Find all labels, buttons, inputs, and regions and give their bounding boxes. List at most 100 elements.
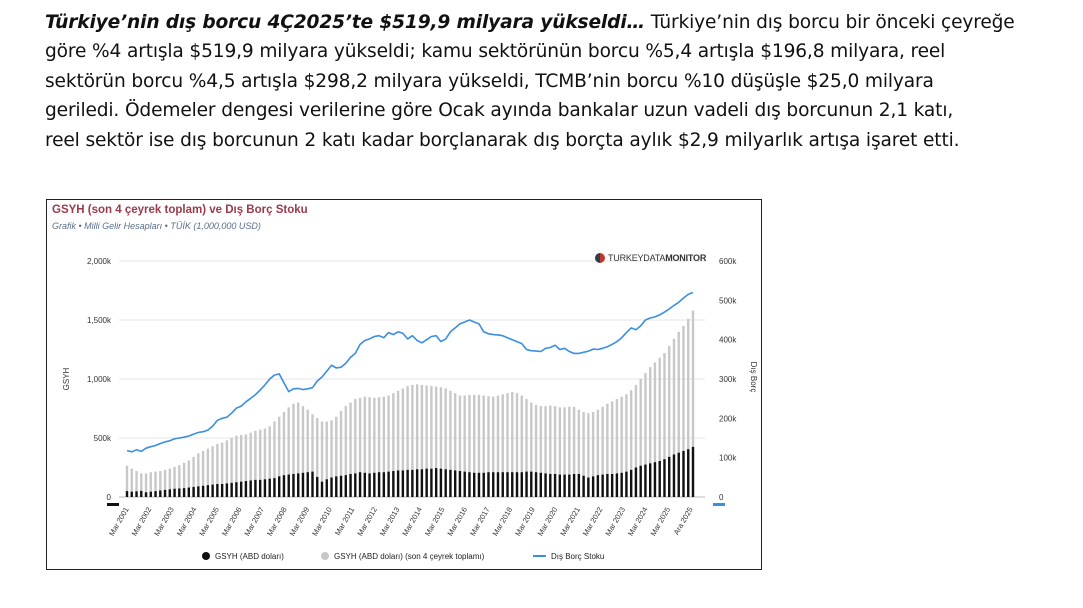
bar-gdp-annual (301, 406, 305, 497)
bar-gdp-quarterly (515, 472, 519, 497)
bar-gdp-annual (553, 406, 557, 497)
bar-gdp-annual (330, 420, 333, 497)
bar-gdp-quarterly (639, 465, 642, 497)
debt-stock-line (126, 291, 694, 453)
bar-gdp-quarterly (235, 482, 238, 497)
bar-gdp-quarterly (387, 471, 390, 497)
bar-gdp-quarterly (335, 476, 338, 497)
bar-gdp-quarterly (625, 471, 628, 497)
y-right-tick-label: 600k (719, 257, 737, 266)
bar-gdp-quarterly (691, 446, 695, 497)
bar-gdp-quarterly (672, 454, 676, 497)
bar-gdp-annual (534, 404, 538, 497)
bar-gdp-quarterly (187, 487, 191, 497)
bar-gdp-quarterly (301, 472, 305, 497)
bar-gdp-annual (639, 379, 642, 497)
bar-gdp-quarterly (663, 459, 666, 497)
bar-gdp-quarterly (159, 490, 162, 497)
left-axis-marker (107, 503, 119, 506)
bar-gdp-quarterly (306, 472, 309, 497)
bar-gdp-quarterly (473, 472, 476, 497)
bar-gdp-quarterly (201, 485, 205, 497)
y-left-tick-label: 1,000k (87, 375, 112, 384)
bar-gdp-quarterly (610, 473, 614, 497)
bar-gdp-annual (349, 402, 352, 497)
bar-gdp-annual (587, 413, 590, 497)
bar-gdp-quarterly (273, 478, 276, 497)
bar-gdp-quarterly (482, 472, 485, 497)
bar-gdp-annual (358, 397, 362, 497)
y-right-tick-label: 300k (719, 375, 737, 384)
bar-gdp-quarterly (430, 468, 433, 497)
bar-gdp-annual (663, 353, 666, 497)
x-tick-label: Mar 2018 (491, 506, 515, 538)
bar-gdp-quarterly (396, 470, 400, 497)
bar-gdp-annual (539, 406, 542, 497)
bar-gdp-quarterly (401, 470, 405, 497)
bar-gdp-quarterly (668, 456, 671, 497)
bar-gdp-quarterly (163, 489, 167, 497)
bar-gdp-quarterly (501, 472, 504, 497)
bar-gdp-quarterly (349, 473, 352, 497)
bar-gdp-quarterly (601, 474, 604, 497)
x-tick-label: Mar 2007 (242, 506, 266, 538)
bar-gdp-quarterly (506, 472, 509, 497)
bar-gdp-annual (392, 393, 395, 497)
bar-gdp-quarterly (492, 472, 495, 497)
bar-gdp-annual (273, 421, 276, 497)
bar-gdp-annual (444, 388, 447, 497)
bar-gdp-quarterly (415, 469, 419, 497)
bar-gdp-quarterly (458, 471, 462, 497)
brand-name-bold: MONITOR (665, 253, 707, 263)
x-tick-label: Mar 2019 (513, 505, 537, 537)
bar-gdp-annual (591, 412, 595, 497)
bar-gdp-annual (458, 395, 462, 497)
bar-gdp-annual (159, 471, 162, 497)
bar-gdp-quarterly (553, 473, 557, 497)
bar-gdp-quarterly (154, 491, 157, 497)
legend-label-gdp-quarterly: GSYH (ABD doları) (215, 552, 284, 561)
bar-gdp-quarterly (130, 491, 133, 497)
bar-gdp-annual (149, 472, 152, 497)
paragraph-line-1: Türkiye’nin dış borcu 4Ç2025’te $519,9 m… (45, 8, 1081, 37)
bar-gdp-annual (610, 401, 614, 497)
bar-gdp-annual (411, 384, 414, 497)
bar-gdp-quarterly (268, 478, 271, 497)
bar-gdp-quarterly (254, 479, 257, 497)
bar-gdp-quarterly (135, 491, 138, 497)
bar-gdp-quarterly (577, 473, 581, 497)
bar-gdp-annual (606, 403, 609, 497)
bar-gdp-quarterly (178, 488, 181, 497)
paragraph-line-2: göre %4 artışla $519,9 milyara yükseldi;… (45, 41, 946, 63)
bar-gdp-annual (425, 385, 428, 497)
bar-gdp-annual (644, 373, 647, 497)
bar-gdp-quarterly (173, 488, 176, 497)
brand-globe-icon (595, 253, 605, 263)
bar-gdp-quarterly (149, 491, 152, 497)
bar-gdp-annual (658, 357, 661, 497)
bar-gdp-annual (520, 395, 523, 497)
x-tick-label: Mar 2012 (355, 506, 379, 538)
bar-gdp-annual (549, 405, 552, 497)
x-tick-label: Mar 2014 (400, 506, 424, 538)
bar-gdp-quarterly (220, 484, 224, 497)
bar-gdp-annual (235, 435, 238, 497)
bar-gdp-annual (130, 468, 133, 497)
bar-gdp-quarterly (487, 472, 490, 497)
article-paragraph: Türkiye’nin dış borcu 4Ç2025’te $519,9 m… (45, 8, 1081, 155)
x-tick-label: Mar 2009 (288, 506, 312, 538)
bar-gdp-annual (615, 399, 619, 497)
bar-gdp-quarterly (653, 462, 657, 497)
bar-gdp-quarterly (287, 474, 290, 497)
y-right-tick-label: 0 (719, 493, 724, 502)
bar-gdp-quarterly (330, 477, 333, 497)
bar-gdp-quarterly (496, 472, 500, 497)
bar-gdp-annual (572, 406, 576, 497)
bar-gdp-quarterly (197, 486, 200, 497)
bar-gdp-quarterly (425, 468, 428, 497)
bar-gdp-quarterly (168, 489, 171, 497)
bar-gdp-annual (201, 450, 205, 497)
bar-gdp-annual (335, 416, 338, 497)
bar-gdp-annual (187, 460, 191, 497)
bar-gdp-quarterly (406, 469, 409, 497)
